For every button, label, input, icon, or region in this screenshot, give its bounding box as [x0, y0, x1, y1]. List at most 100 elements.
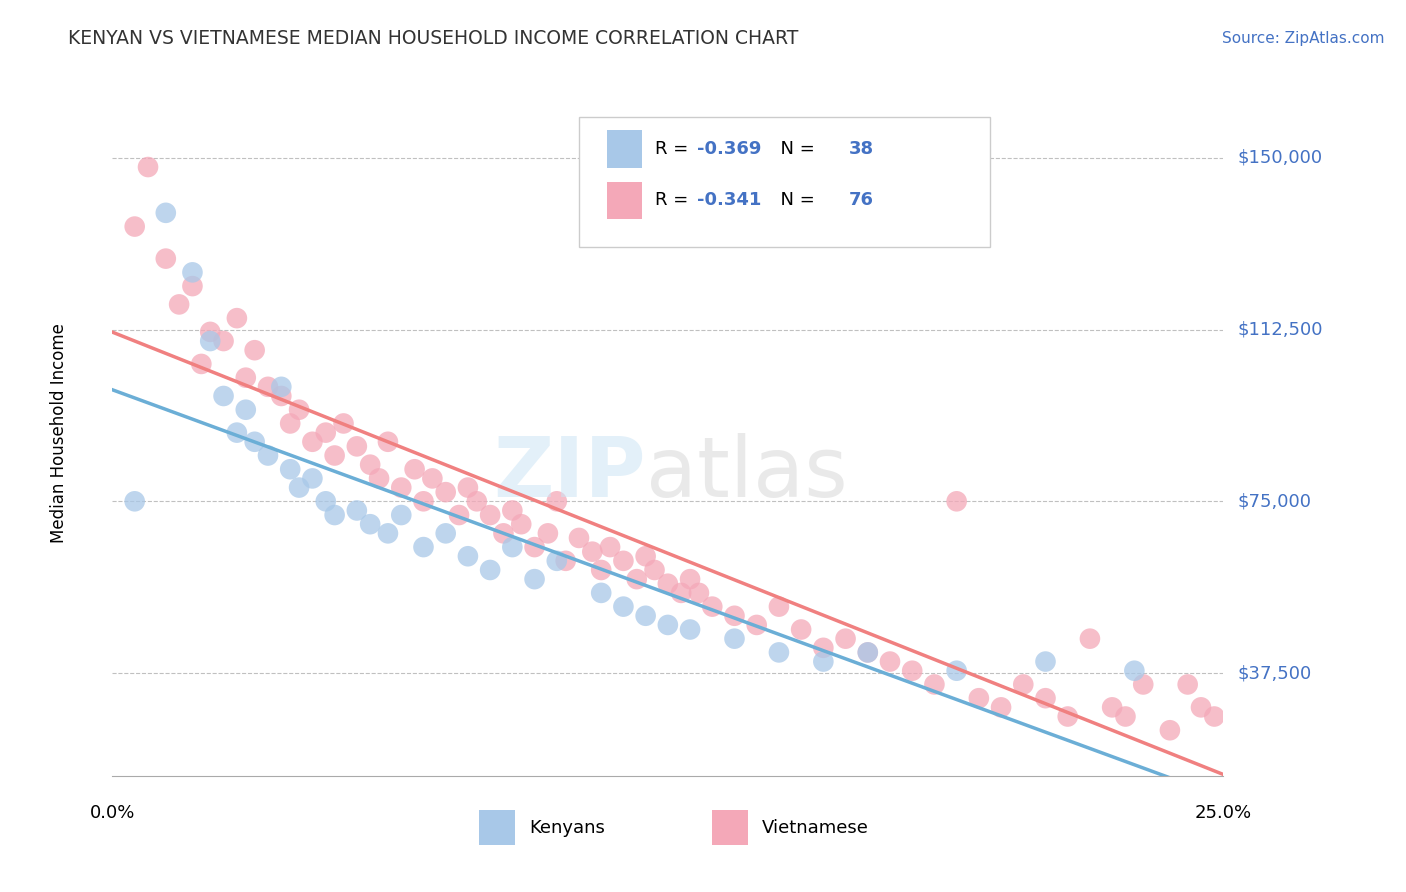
Point: [581, 544, 603, 558]
Point: [389, 508, 412, 522]
Point: [492, 526, 515, 541]
Point: [501, 503, 523, 517]
Point: [235, 402, 257, 417]
Point: [377, 526, 399, 541]
Point: [568, 531, 591, 545]
Point: [1035, 691, 1057, 706]
Point: [301, 471, 323, 485]
Point: [457, 549, 479, 564]
Point: [288, 402, 311, 417]
Point: [813, 655, 835, 669]
Text: Source: ZipAtlas.com: Source: ZipAtlas.com: [1222, 31, 1385, 46]
Point: [990, 700, 1012, 714]
Point: [1159, 723, 1181, 738]
Point: [1123, 664, 1146, 678]
FancyBboxPatch shape: [607, 130, 643, 168]
Point: [924, 677, 946, 691]
Point: [501, 540, 523, 554]
Point: [591, 563, 613, 577]
Point: [457, 481, 479, 495]
Point: [679, 623, 702, 637]
Point: [901, 664, 924, 678]
Point: [124, 494, 146, 508]
Point: [510, 517, 533, 532]
Text: KENYAN VS VIETNAMESE MEDIAN HOUSEHOLD INCOME CORRELATION CHART: KENYAN VS VIETNAMESE MEDIAN HOUSEHOLD IN…: [67, 29, 799, 48]
Point: [1056, 709, 1078, 723]
Text: R =: R =: [655, 192, 693, 210]
Point: [243, 434, 266, 449]
Point: [301, 434, 323, 449]
Point: [834, 632, 856, 646]
Text: 76: 76: [849, 192, 875, 210]
Point: [813, 640, 835, 655]
Text: $112,500: $112,500: [1237, 320, 1323, 339]
Point: [278, 462, 301, 476]
Point: [612, 599, 634, 614]
Point: [359, 458, 381, 472]
Point: [479, 563, 502, 577]
Text: Median Household Income: Median Household Income: [51, 323, 67, 542]
Text: $37,500: $37,500: [1237, 664, 1312, 682]
Point: [1189, 700, 1212, 714]
Point: [856, 645, 879, 659]
Point: [346, 503, 368, 517]
Point: [332, 417, 354, 431]
Point: [479, 508, 502, 522]
Point: [270, 380, 292, 394]
Point: [243, 343, 266, 358]
Point: [745, 618, 768, 632]
Point: [1204, 709, 1226, 723]
FancyBboxPatch shape: [479, 810, 515, 845]
Text: -0.341: -0.341: [697, 192, 761, 210]
Point: [434, 485, 457, 500]
Point: [1177, 677, 1199, 691]
Text: N =: N =: [769, 140, 821, 158]
Point: [368, 471, 391, 485]
Text: -0.369: -0.369: [697, 140, 761, 158]
Point: [124, 219, 146, 234]
Point: [723, 608, 745, 623]
Point: [1012, 677, 1035, 691]
Point: [315, 494, 337, 508]
Point: [257, 449, 280, 463]
Point: [523, 540, 546, 554]
Point: [212, 389, 235, 403]
Text: Kenyans: Kenyans: [529, 819, 605, 837]
Point: [546, 494, 568, 508]
Point: [1035, 655, 1057, 669]
Point: [270, 389, 292, 403]
Point: [634, 608, 657, 623]
Point: [679, 572, 702, 586]
Point: [657, 576, 679, 591]
Point: [155, 206, 177, 220]
Point: [465, 494, 488, 508]
Point: [790, 623, 813, 637]
Point: [288, 481, 311, 495]
Point: [856, 645, 879, 659]
Point: [323, 508, 346, 522]
Point: [523, 572, 546, 586]
Point: [702, 599, 724, 614]
Point: [546, 554, 568, 568]
Point: [612, 554, 634, 568]
Point: [181, 279, 204, 293]
Point: [422, 471, 444, 485]
FancyBboxPatch shape: [579, 117, 990, 247]
Point: [447, 508, 470, 522]
Point: [945, 494, 967, 508]
Point: [315, 425, 337, 440]
Point: [591, 586, 613, 600]
Text: atlas: atlas: [645, 434, 848, 515]
Point: [1101, 700, 1123, 714]
Point: [377, 434, 399, 449]
Point: [136, 160, 159, 174]
Point: [537, 526, 560, 541]
FancyBboxPatch shape: [713, 810, 748, 845]
Point: [626, 572, 648, 586]
Point: [1132, 677, 1154, 691]
Point: [599, 540, 621, 554]
Point: [278, 417, 301, 431]
Point: [412, 494, 434, 508]
Point: [554, 554, 576, 568]
Point: [167, 297, 190, 311]
